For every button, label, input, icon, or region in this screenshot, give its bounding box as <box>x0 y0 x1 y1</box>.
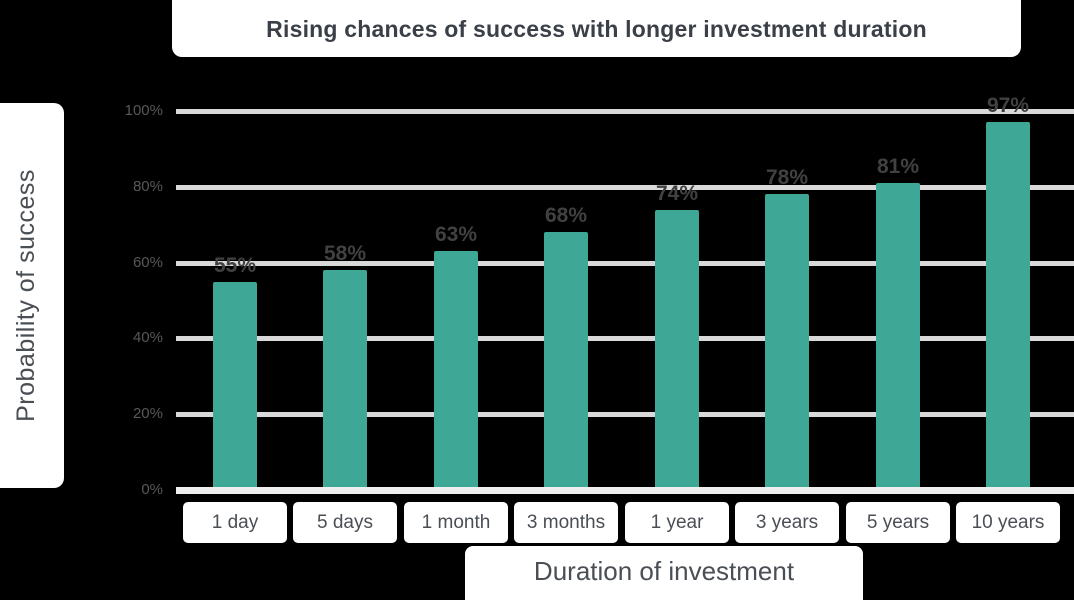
bar-1-day[interactable] <box>213 282 257 494</box>
y-tick-label-60: 60% <box>132 254 163 271</box>
gridline-20 <box>176 412 1074 417</box>
bar-10-years[interactable] <box>986 122 1030 494</box>
x-tick-label-10-years: 10 years <box>971 511 1045 533</box>
x-tick-card-3-years: 3 years <box>735 502 839 543</box>
x-tick-card-5-days: 5 days <box>293 502 397 543</box>
x-tick-card-1-day: 1 day <box>183 502 287 543</box>
bar-value-label-5-days: 58% <box>323 242 367 265</box>
bar-5-days[interactable] <box>323 270 367 494</box>
x-tick-card-3-months: 3 months <box>514 502 618 543</box>
x-tick-card-1-month: 1 month <box>404 502 508 543</box>
x-tick-label-5-days: 5 days <box>317 511 373 533</box>
x-tick-label-1-month: 1 month <box>421 511 491 533</box>
gridline-60 <box>176 261 1074 266</box>
y-tick-label-40: 40% <box>132 329 163 346</box>
bar-value-label-1-month: 63% <box>434 223 478 246</box>
bar-3-months[interactable] <box>544 232 588 494</box>
x-tick-label-1-year: 1 year <box>650 511 704 533</box>
bar-value-label-5-years: 81% <box>876 155 920 178</box>
y-tick-label-100: 100% <box>124 102 163 119</box>
bar-value-label-1-year: 74% <box>655 182 699 205</box>
bar-1-year[interactable] <box>655 210 699 494</box>
x-axis-label: Duration of investment <box>533 556 795 586</box>
x-tick-card-5-years: 5 years <box>846 502 950 543</box>
bar-value-label-10-years: 97% <box>986 94 1030 117</box>
bar-5-years[interactable] <box>876 183 920 494</box>
gridline-0 <box>176 487 1074 494</box>
y-axis-label-card: Probability of success <box>0 103 64 488</box>
x-axis-label-card: Duration of investment <box>465 546 863 600</box>
y-tick-label-80: 80% <box>132 178 163 195</box>
gridline-100 <box>176 109 1074 114</box>
x-tick-card-10-years: 10 years <box>956 502 1060 543</box>
x-tick-label-3-months: 3 months <box>526 511 606 533</box>
chart-title: Rising chances of success with longer in… <box>266 16 927 42</box>
bar-1-month[interactable] <box>434 251 478 494</box>
gridline-40 <box>176 336 1074 341</box>
x-tick-label-3-years: 3 years <box>755 511 819 533</box>
x-tick-label-5-years: 5 years <box>866 511 930 533</box>
bar-value-label-3-years: 78% <box>765 166 809 189</box>
bar-3-years[interactable] <box>765 194 809 494</box>
gridline-80 <box>176 185 1074 190</box>
y-tick-label-20: 20% <box>132 405 163 422</box>
x-tick-card-1-year: 1 year <box>625 502 729 543</box>
chart-title-card: Rising chances of success with longer in… <box>172 0 1021 57</box>
y-tick-label-0: 0% <box>141 481 163 498</box>
bar-value-label-3-months: 68% <box>544 204 588 227</box>
x-tick-label-1-day: 1 day <box>211 511 259 533</box>
bar-value-label-1-day: 55% <box>213 254 257 277</box>
y-axis-label: Probability of success <box>11 169 40 422</box>
